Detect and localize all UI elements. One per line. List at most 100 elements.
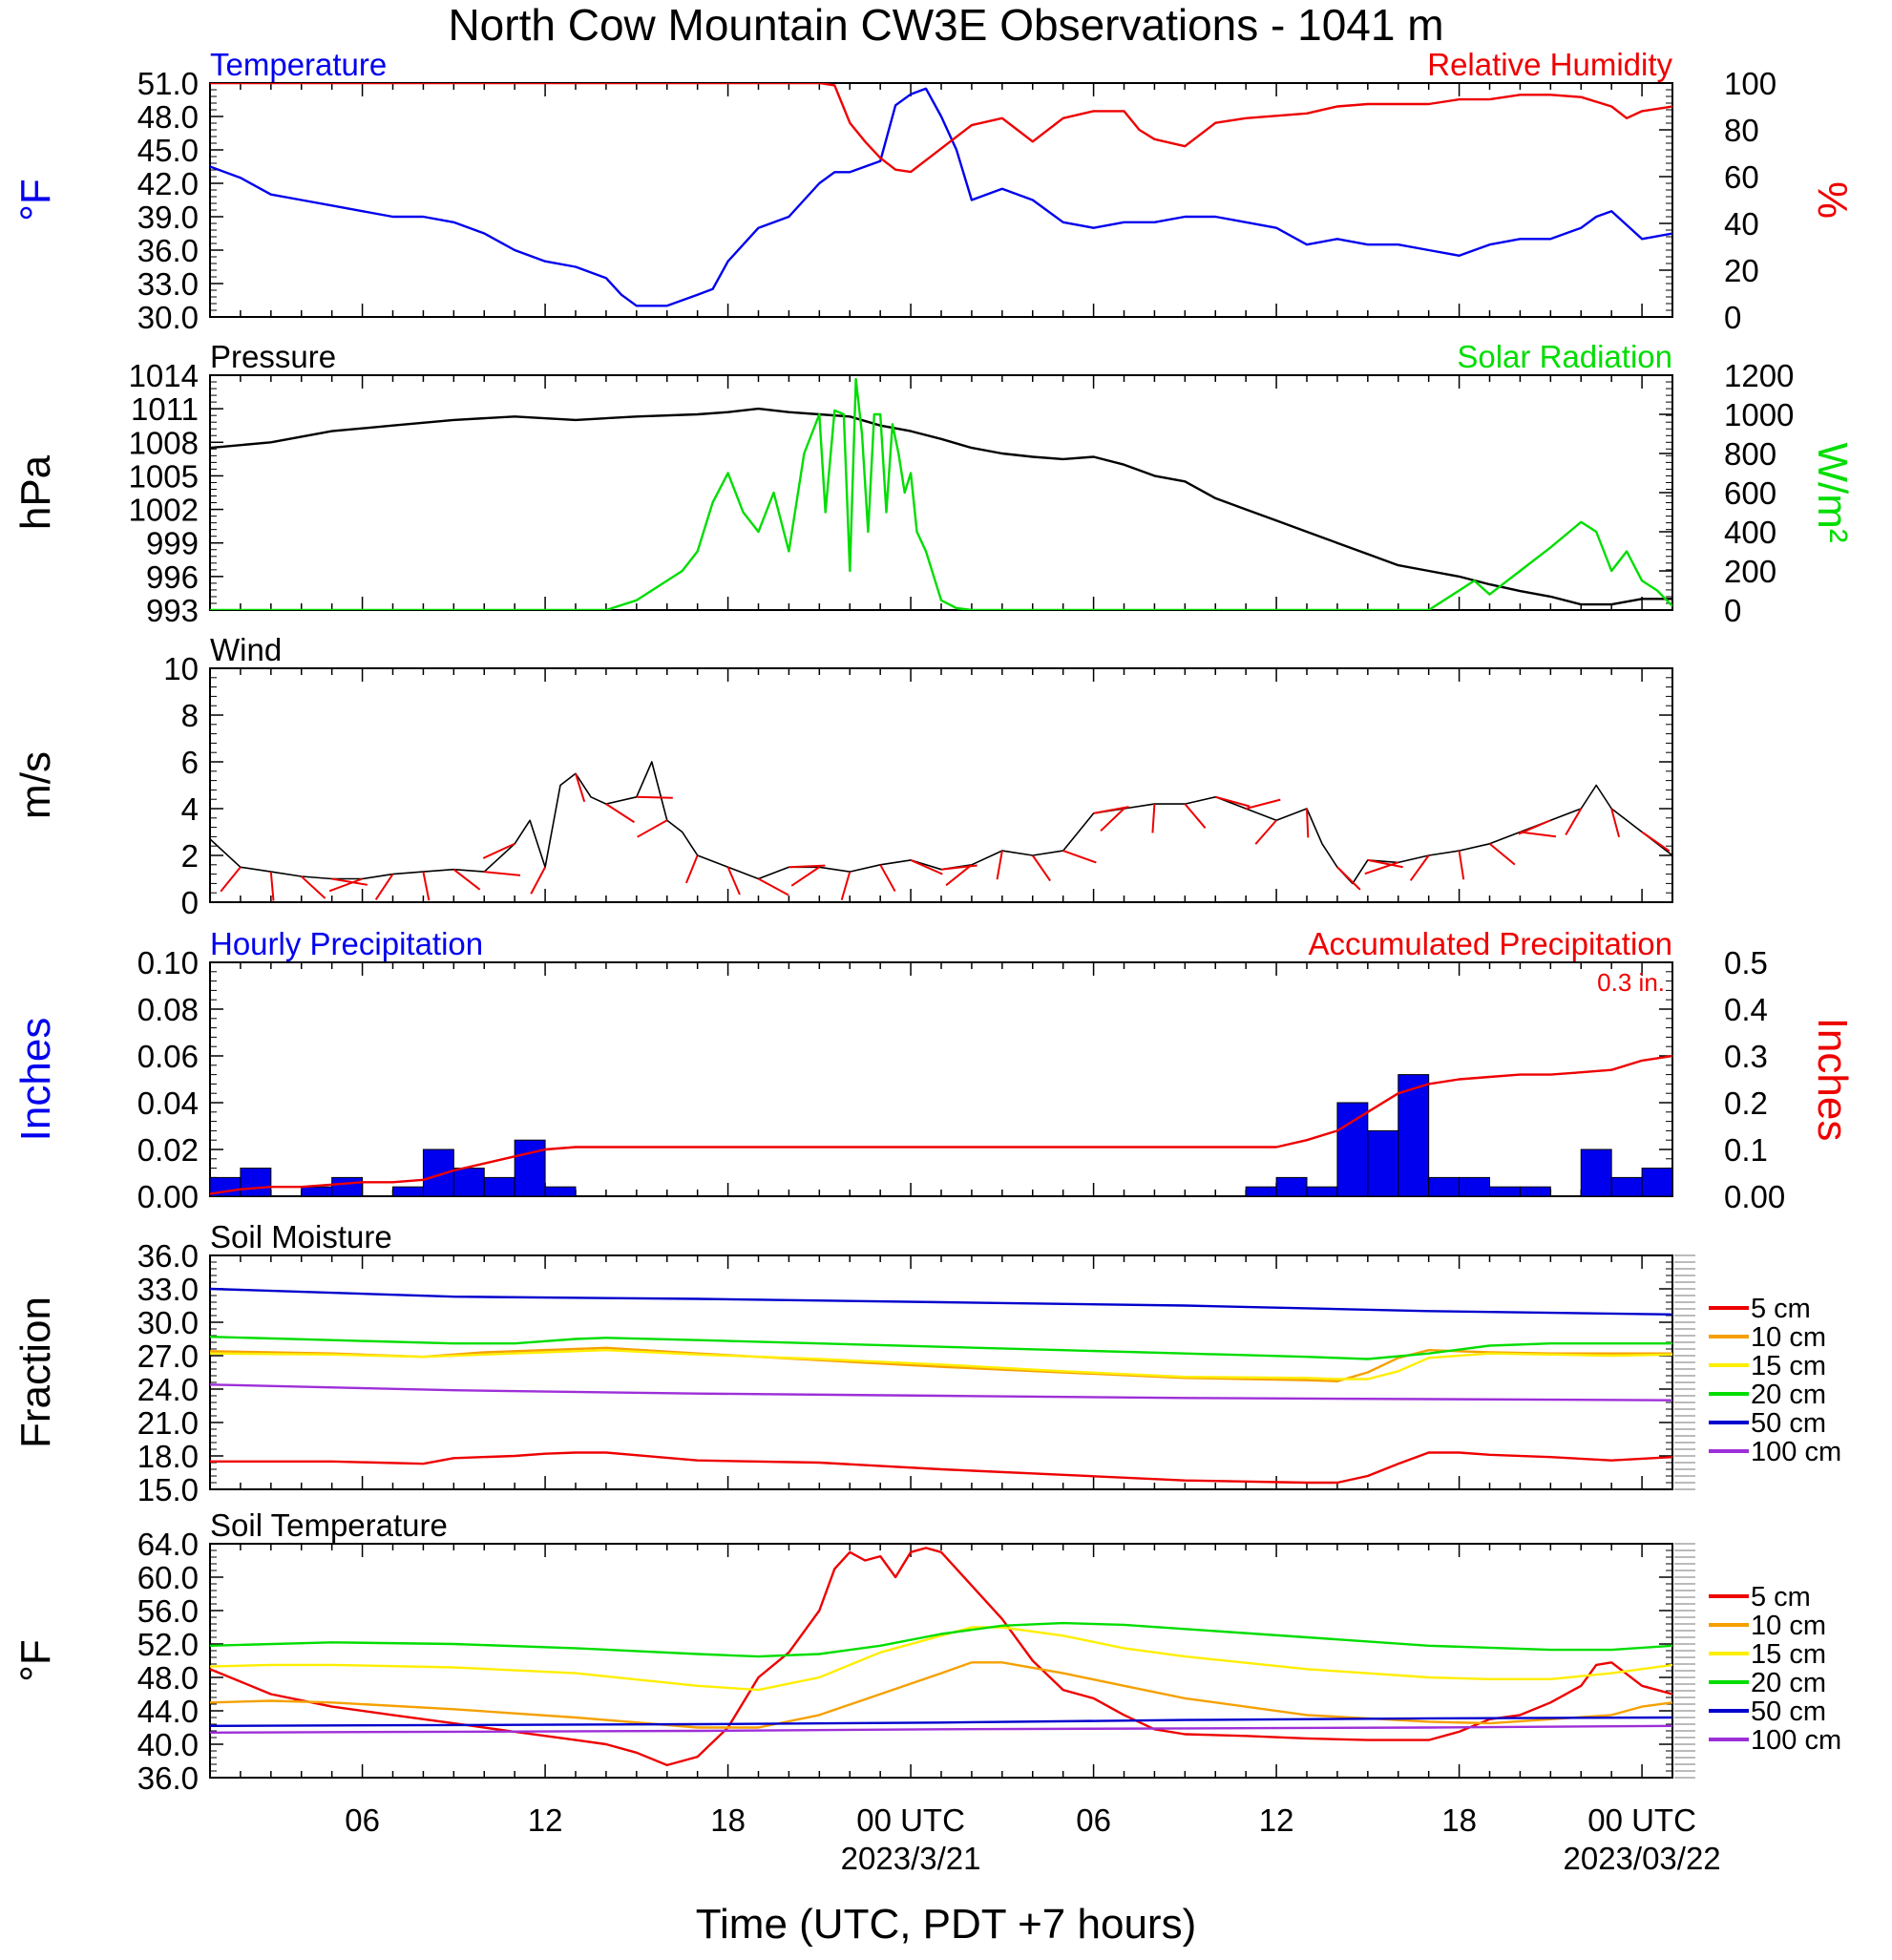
y-tick-label-right: 0.5 bbox=[1724, 945, 1768, 980]
precip-bar bbox=[1428, 1176, 1461, 1196]
y-tick-label-left: 1011 bbox=[131, 391, 199, 427]
panel-frame bbox=[209, 1543, 1673, 1779]
precip-bar bbox=[1367, 1129, 1399, 1196]
panel-title-left: Wind bbox=[210, 632, 282, 667]
legend-label: 20 cm bbox=[1751, 1668, 1826, 1698]
y-tick-label-right: 100 bbox=[1724, 66, 1776, 101]
y-tick-label-left: 21.0 bbox=[137, 1405, 199, 1441]
plot-area bbox=[210, 83, 1672, 307]
legend-label: 100 cm bbox=[1751, 1725, 1841, 1756]
precip-bar bbox=[1398, 1074, 1430, 1196]
series-line-100-cm bbox=[210, 1724, 1672, 1734]
plot-area bbox=[210, 377, 1672, 610]
y-axis-title-left: °F bbox=[12, 179, 59, 221]
precip-bar bbox=[1610, 1176, 1643, 1196]
wind-barb bbox=[301, 875, 326, 899]
wind-barb bbox=[636, 795, 673, 799]
panel-wind: 10 8 6 4 2 0 Wind m/s bbox=[12, 632, 1673, 920]
series-line-temperature bbox=[210, 87, 1672, 307]
y-tick-label-left: 44.0 bbox=[137, 1694, 199, 1729]
wind-barb bbox=[1458, 850, 1465, 880]
precip-bar bbox=[452, 1168, 485, 1196]
wind-barb bbox=[269, 872, 275, 901]
precip-bar bbox=[1519, 1186, 1551, 1196]
x-tick-date-label: 2023/3/21 bbox=[841, 1841, 981, 1876]
y-axis-title-right: % bbox=[1809, 181, 1856, 219]
wind-barb bbox=[331, 877, 368, 886]
precip-bar bbox=[1641, 1168, 1672, 1196]
y-tick-label-right: 600 bbox=[1724, 475, 1776, 511]
y-tick-label-left: 993 bbox=[146, 593, 199, 628]
y-tick-label-left: 64.0 bbox=[137, 1527, 199, 1562]
precip-bar bbox=[301, 1186, 333, 1196]
y-tick-label-right: 200 bbox=[1724, 554, 1776, 589]
series-line-accumulated-precipitation bbox=[210, 1054, 1672, 1195]
wind-barb bbox=[1306, 808, 1310, 838]
legend-label: 15 cm bbox=[1751, 1639, 1826, 1670]
precip-bar bbox=[1489, 1186, 1521, 1196]
panel-frame bbox=[209, 1254, 1673, 1490]
y-axis-title-right: Inches bbox=[1809, 1018, 1856, 1142]
y-tick-label-left: 52.0 bbox=[137, 1627, 199, 1662]
y-tick-label-left: 1002 bbox=[129, 493, 199, 528]
y-tick-label-left: 6 bbox=[181, 745, 199, 780]
wind-barb bbox=[945, 864, 973, 887]
y-tick-label-left: 42.0 bbox=[137, 166, 199, 201]
wind-barb bbox=[374, 874, 394, 900]
panel-title-right: Solar Radiation bbox=[1457, 339, 1672, 374]
precip-bar bbox=[1580, 1149, 1612, 1196]
wind-barb bbox=[1214, 795, 1251, 808]
wind-barb bbox=[220, 866, 242, 893]
series-line-15-cm bbox=[210, 1349, 1672, 1380]
y-tick-label-left: 18.0 bbox=[137, 1439, 199, 1474]
series-line-50-cm bbox=[210, 1716, 1672, 1727]
y-tick-label-left: 36.0 bbox=[137, 1238, 199, 1274]
series-line-solar-radiation bbox=[210, 377, 1672, 610]
y-tick-label-left: 1008 bbox=[129, 425, 199, 460]
y-tick-label-right: 60 bbox=[1724, 159, 1759, 195]
y-tick-label-left: 33.0 bbox=[137, 1272, 199, 1307]
y-tick-label-right: 80 bbox=[1724, 113, 1759, 148]
wind-barb bbox=[996, 850, 1003, 880]
wind-barb bbox=[1151, 804, 1156, 833]
y-tick-label-right: 40 bbox=[1724, 206, 1759, 242]
wind-barb bbox=[484, 871, 521, 876]
panel-title-right: Relative Humidity bbox=[1427, 47, 1672, 82]
y-tick-label-left: 36.0 bbox=[137, 233, 199, 268]
y-tick-label-left: 2 bbox=[181, 838, 199, 874]
wind-barb bbox=[1641, 831, 1671, 853]
y-tick-label-right: 400 bbox=[1724, 515, 1776, 550]
precip-bar bbox=[514, 1139, 546, 1196]
x-tick-label: 00 UTC bbox=[856, 1802, 965, 1838]
y-tick-label-left: 39.0 bbox=[137, 200, 199, 235]
x-tick-label: 00 UTC bbox=[1587, 1802, 1696, 1838]
y-axis-title-left: Fraction bbox=[12, 1296, 59, 1448]
y-tick-label-left: 999 bbox=[146, 526, 199, 561]
legend-label: 5 cm bbox=[1751, 1294, 1811, 1324]
y-tick-label-right: 0 bbox=[1724, 300, 1741, 335]
series-line-10-cm bbox=[210, 1661, 1672, 1729]
x-tick-label: 06 bbox=[345, 1802, 380, 1838]
precip-bar bbox=[1275, 1176, 1308, 1196]
wind-barb bbox=[1245, 798, 1281, 810]
legend-label: 10 cm bbox=[1751, 1611, 1826, 1641]
y-tick-label-left: 0.06 bbox=[137, 1039, 199, 1074]
legend-label: 15 cm bbox=[1751, 1351, 1826, 1381]
y-tick-label-left: 0.02 bbox=[137, 1132, 199, 1168]
y-tick-label-right: 0.3 bbox=[1724, 1039, 1768, 1074]
y-tick-label-left: 30.0 bbox=[137, 1305, 199, 1340]
y-tick-label-left: 996 bbox=[146, 559, 199, 595]
legend-label: 50 cm bbox=[1751, 1697, 1826, 1727]
wind-barb bbox=[1565, 808, 1583, 836]
wind-barb bbox=[790, 866, 820, 887]
y-tick-label-left: 60.0 bbox=[137, 1560, 199, 1595]
panel-temperature_rh: 51.048.045.042.039.036.033.030.0 100 80 60 4… bbox=[12, 47, 1856, 335]
series-line-relative-humidity bbox=[210, 83, 1672, 174]
wind-barb bbox=[1093, 806, 1129, 814]
series-line-wind-speed bbox=[210, 761, 1672, 885]
series-line-100-cm bbox=[210, 1383, 1672, 1402]
wind-barb bbox=[1610, 808, 1621, 837]
